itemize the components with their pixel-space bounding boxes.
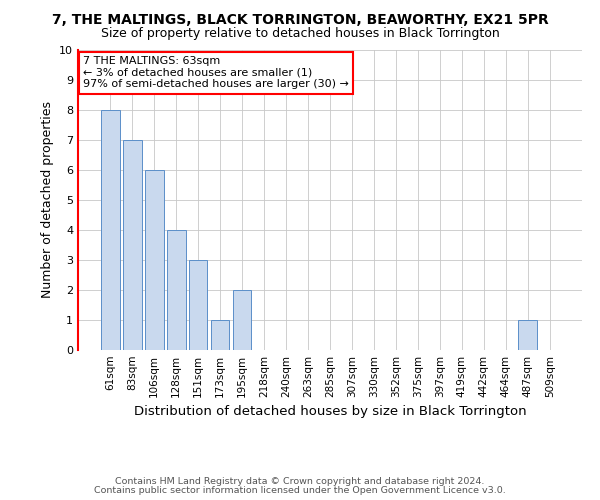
Text: Size of property relative to detached houses in Black Torrington: Size of property relative to detached ho… [101, 28, 499, 40]
Bar [101, 110, 119, 350]
Bar [189, 260, 208, 350]
Text: Contains public sector information licensed under the Open Government Licence v3: Contains public sector information licen… [94, 486, 506, 495]
Bar [518, 320, 537, 350]
Text: Contains HM Land Registry data © Crown copyright and database right 2024.: Contains HM Land Registry data © Crown c… [115, 477, 485, 486]
Bar [145, 170, 164, 350]
Bar [211, 320, 229, 350]
Bar [167, 230, 185, 350]
Text: 7, THE MALTINGS, BLACK TORRINGTON, BEAWORTHY, EX21 5PR: 7, THE MALTINGS, BLACK TORRINGTON, BEAWO… [52, 12, 548, 26]
Y-axis label: Number of detached properties: Number of detached properties [41, 102, 53, 298]
Text: 7 THE MALTINGS: 63sqm
← 3% of detached houses are smaller (1)
97% of semi-detach: 7 THE MALTINGS: 63sqm ← 3% of detached h… [83, 56, 349, 89]
Bar [123, 140, 142, 350]
Bar [233, 290, 251, 350]
X-axis label: Distribution of detached houses by size in Black Torrington: Distribution of detached houses by size … [134, 406, 526, 418]
